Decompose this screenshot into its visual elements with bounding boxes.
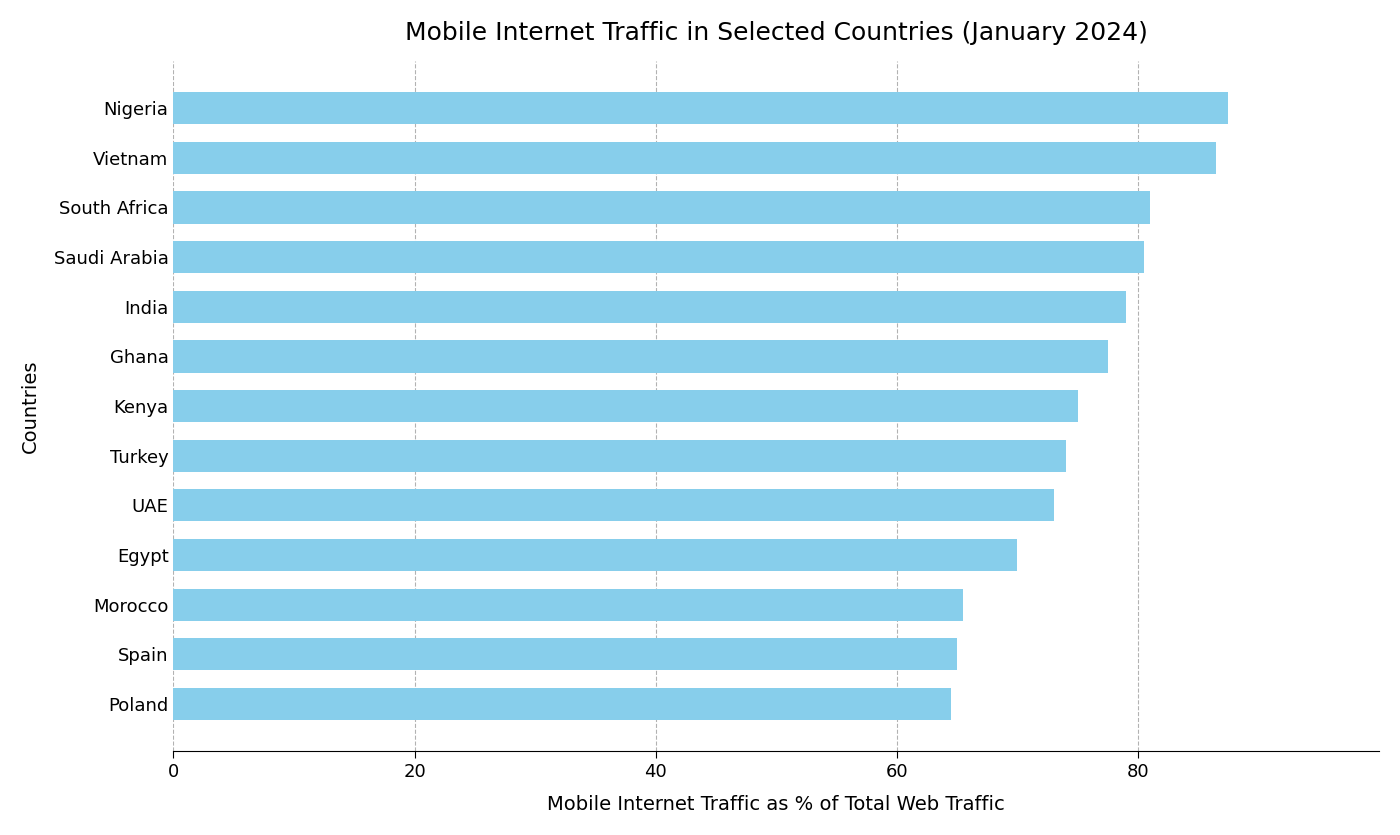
Bar [174,390,1078,423]
Y-axis label: Countries: Countries [21,359,39,453]
Bar [174,191,1149,224]
Bar [174,341,1107,372]
Bar [174,638,958,671]
Bar [174,688,951,720]
Bar [174,241,1144,273]
Bar [174,92,1228,124]
Bar [174,589,963,620]
Bar [174,439,1065,472]
Bar [174,291,1126,323]
X-axis label: Mobile Internet Traffic as % of Total Web Traffic: Mobile Internet Traffic as % of Total We… [547,795,1005,814]
Title: Mobile Internet Traffic in Selected Countries (January 2024): Mobile Internet Traffic in Selected Coun… [405,21,1148,45]
Bar [174,489,1054,522]
Bar [174,539,1018,571]
Bar [174,142,1217,174]
